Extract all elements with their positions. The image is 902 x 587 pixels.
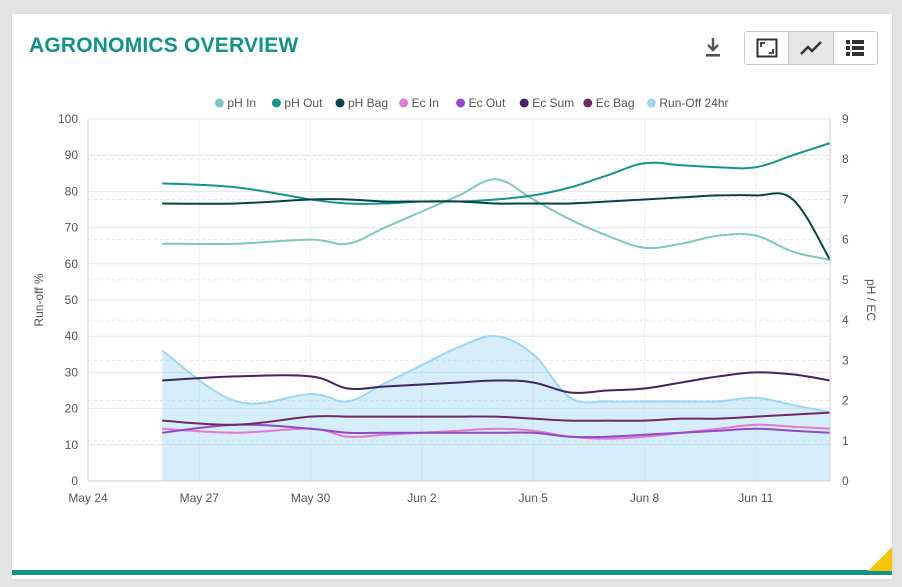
legend-label-run-off-24hr: Run-Off 24hr	[659, 96, 728, 110]
y-right-tick-label: 6	[842, 233, 849, 247]
legend-marker-ec-in	[399, 98, 409, 108]
y-left-axis-title: Run-off %	[32, 273, 46, 326]
series-ph-out-line	[162, 142, 831, 205]
x-tick-label: May 30	[291, 491, 331, 505]
chart-axes: 0 10 20 30 40 50 60 70 80 90 100 0 1 2 3 4 5 6 7 8 9 May 24 Ma…	[32, 112, 878, 505]
expand-icon	[756, 38, 778, 58]
series-ph-in-line	[162, 178, 831, 261]
y-left-tick-label: 90	[65, 148, 79, 162]
y-left-tick-label: 70	[65, 221, 79, 235]
series-ec-in-line	[162, 423, 831, 440]
legend-label-ec-in: Ec In	[412, 96, 439, 110]
legend-marker-ph-bag	[335, 98, 345, 108]
y-right-tick-label: 1	[842, 434, 849, 448]
agronomics-chart: pH In pH Out pH Bag Ec In Ec Out Ec Sum Ec Bag…	[32, 96, 878, 505]
legend-label-ec-sum: Ec Sum	[532, 96, 574, 110]
runoff-area	[161, 335, 831, 481]
series-ec-out-line	[162, 423, 831, 439]
download-icon[interactable]	[702, 36, 724, 60]
x-tick-label: Jun 5	[519, 491, 549, 505]
series-ph-bag-line	[162, 192, 831, 261]
legend-marker-ec-sum	[519, 98, 529, 108]
legend-label-ph-out: pH Out	[284, 96, 323, 110]
y-right-tick-label: 9	[842, 112, 849, 126]
series-lines	[162, 142, 831, 440]
bottom-accent-bar	[12, 570, 892, 575]
expand-button[interactable]	[745, 32, 790, 64]
card-title: AGRONOMICS OVERVIEW	[29, 34, 299, 57]
view-button-group	[744, 31, 878, 65]
y-left-tick-label: 40	[65, 329, 79, 343]
legend-label-ph-bag: pH Bag	[348, 96, 388, 110]
y-left-tick-label: 50	[65, 293, 79, 307]
series-run-off-24hr-line	[161, 335, 831, 414]
x-tick-label: May 24	[68, 491, 108, 505]
list-icon	[846, 40, 865, 56]
y-right-tick-label: 7	[842, 192, 849, 206]
legend-marker-run-off-24hr	[646, 98, 656, 108]
line-chart-icon	[800, 41, 822, 55]
x-tick-label: Jun 11	[738, 491, 773, 505]
y-right-tick-label: 4	[842, 313, 849, 327]
series-ec-bag-line	[162, 411, 831, 426]
y-left-tick-label: 80	[65, 184, 79, 198]
legend-label-ph-in: pH In	[227, 96, 256, 110]
legend-label-ec-out: Ec Out	[469, 96, 506, 110]
y-left-tick-label: 20	[65, 402, 79, 416]
series-ec-sum-line	[162, 371, 831, 394]
legend-marker-ec-out	[456, 98, 466, 108]
legend-marker-ph-out	[271, 98, 281, 108]
x-tick-label: Jun 8	[630, 491, 660, 505]
x-tick-label: May 27	[180, 491, 220, 505]
agronomics-card: AGRONOMICS OVERVIEW pH In pH	[12, 14, 892, 579]
y-left-tick-label: 100	[58, 112, 78, 126]
chart-view-button[interactable]	[789, 32, 834, 64]
legend-marker-ec-bag	[583, 98, 593, 108]
y-right-tick-label: 0	[842, 474, 849, 488]
y-left-tick-label: 0	[71, 474, 78, 488]
legend-marker-ph-in	[214, 98, 224, 108]
y-right-axis-title: pH / EC	[864, 279, 878, 321]
corner-mark	[868, 547, 892, 571]
series-run-off-24hr-fill	[162, 336, 830, 481]
legend-label-ec-bag: Ec Bag	[596, 96, 635, 110]
y-left-tick-label: 60	[65, 257, 79, 271]
table-view-button[interactable]	[834, 32, 877, 64]
y-right-tick-label: 5	[842, 273, 849, 287]
y-right-tick-label: 2	[842, 394, 849, 408]
y-right-tick-label: 8	[842, 152, 849, 166]
chart-legend: pH In pH Out pH Bag Ec In Ec Out Ec Sum Ec Bag…	[214, 96, 729, 110]
y-right-tick-label: 3	[842, 353, 849, 367]
y-left-tick-label: 30	[65, 365, 79, 379]
x-tick-label: Jun 2	[407, 491, 437, 505]
y-left-tick-label: 10	[65, 438, 79, 452]
